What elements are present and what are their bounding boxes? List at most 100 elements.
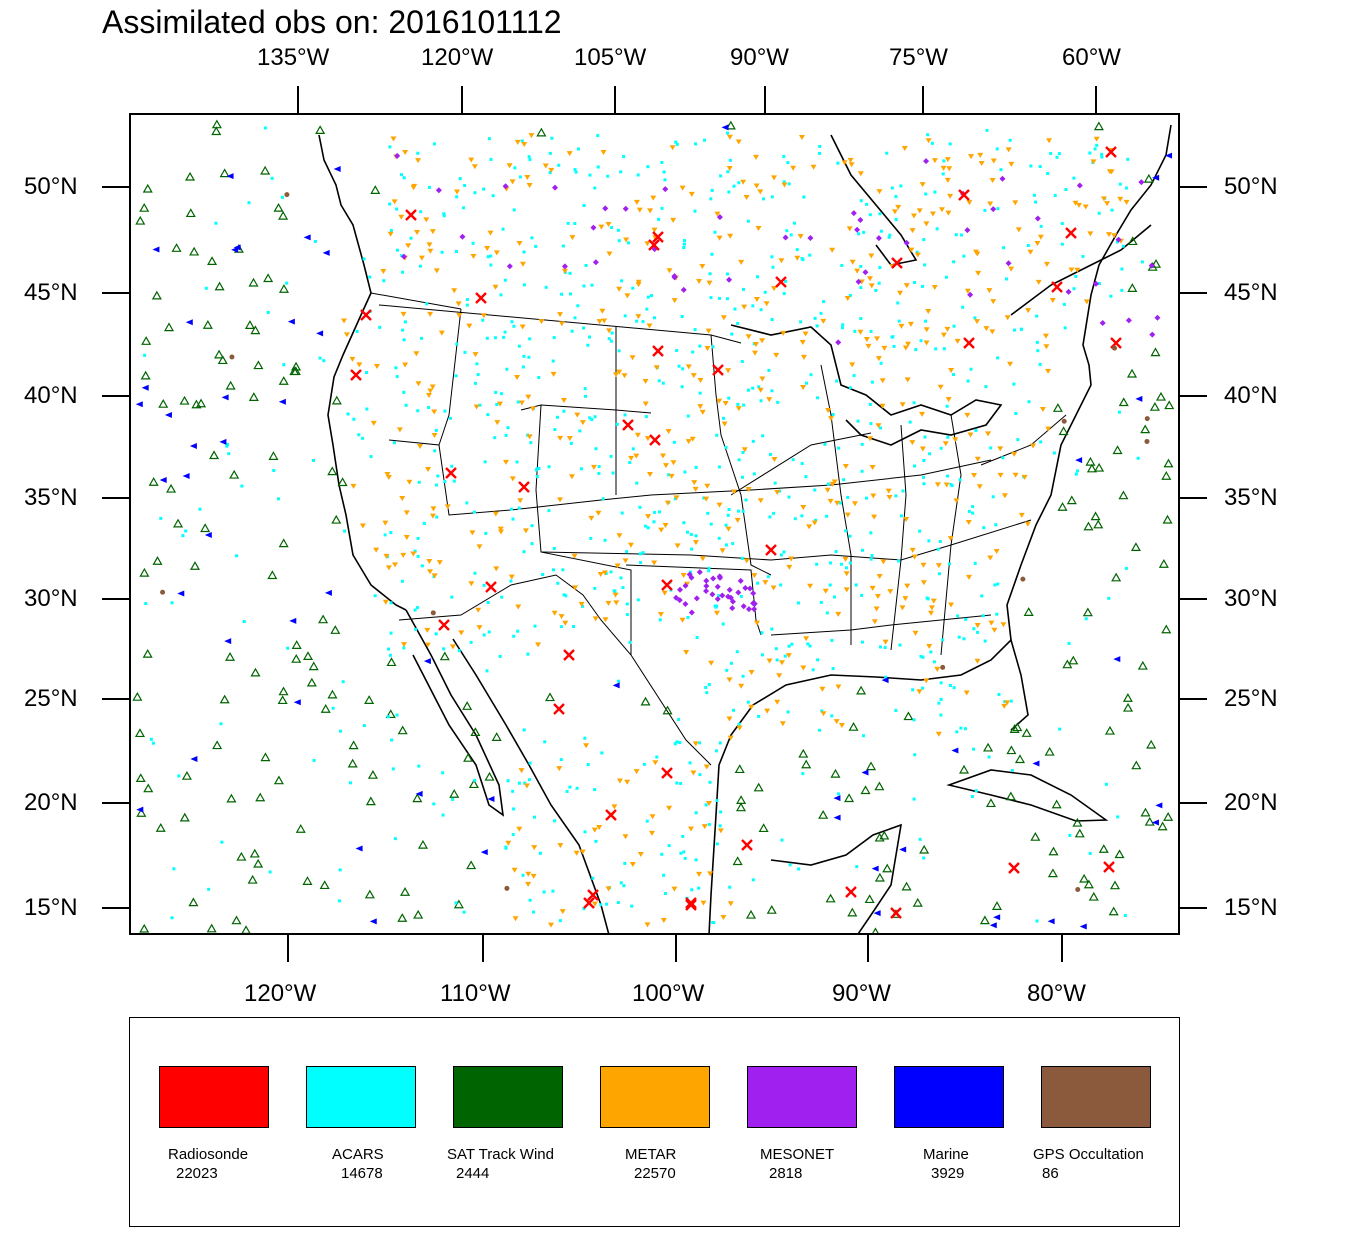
sat-track-wind-marker <box>732 856 743 866</box>
acars-marker <box>922 482 926 486</box>
acars-marker <box>432 142 436 146</box>
mesonet-marker <box>693 595 700 602</box>
acars-marker <box>663 178 667 182</box>
sat-track-wind-marker <box>1030 831 1041 841</box>
acars-marker <box>639 561 643 565</box>
metar-marker <box>822 588 829 594</box>
mesonet-marker <box>782 234 789 241</box>
acars-marker <box>673 742 677 746</box>
sat-track-wind-marker <box>903 711 914 721</box>
metar-marker <box>874 593 881 599</box>
legend-swatch-marine <box>894 1066 1004 1128</box>
metar-marker <box>492 511 499 517</box>
acars-marker <box>741 674 745 678</box>
acars-marker <box>630 904 634 908</box>
sat-track-wind-marker <box>278 538 289 548</box>
acars-marker <box>799 320 803 324</box>
acars-marker <box>220 840 224 844</box>
metar-marker <box>827 498 834 504</box>
marine-marker <box>185 319 193 326</box>
metar-marker <box>444 504 451 510</box>
acars-marker <box>1019 327 1023 331</box>
radiosonde-marker <box>685 899 697 911</box>
radiosonde-marker <box>648 239 660 251</box>
acars-marker <box>970 795 974 799</box>
sat-track-wind-marker <box>1052 403 1063 412</box>
metar-marker <box>425 467 432 473</box>
acars-marker <box>913 281 917 285</box>
metar-marker <box>898 323 905 329</box>
acars-marker <box>980 594 984 598</box>
metar-marker <box>424 642 431 648</box>
acars-marker <box>808 644 812 648</box>
sat-track-wind-marker <box>1131 760 1142 770</box>
acars-marker <box>644 415 648 419</box>
metar-marker <box>726 716 733 722</box>
acars-marker <box>1140 260 1144 264</box>
acars-marker <box>584 394 588 398</box>
sat-track-wind-marker <box>466 860 477 870</box>
metar-marker <box>975 270 982 276</box>
acars-marker <box>760 653 764 657</box>
mesonet-marker <box>592 259 599 266</box>
radiosonde-marker <box>1103 861 1115 873</box>
sat-track-wind-marker <box>1144 816 1155 826</box>
sat-track-wind-marker <box>1127 236 1138 246</box>
acars-marker <box>569 441 573 445</box>
acars-marker <box>441 771 445 775</box>
metar-marker <box>771 175 778 181</box>
metar-marker <box>721 421 728 427</box>
acars-marker <box>617 349 621 353</box>
metar-marker <box>557 435 564 441</box>
acars-marker <box>338 729 342 733</box>
acars-marker <box>674 140 678 144</box>
acars-marker <box>623 861 627 865</box>
sat-track-wind-marker <box>278 376 289 385</box>
acars-marker <box>939 446 943 450</box>
metar-marker <box>967 432 974 438</box>
metar-marker <box>451 288 458 294</box>
metar-marker <box>948 368 955 374</box>
sat-track-wind-marker <box>306 677 317 687</box>
acars-marker <box>797 867 801 871</box>
acars-marker <box>493 336 497 340</box>
acars-marker <box>596 134 600 138</box>
metar-marker <box>622 558 629 564</box>
acars-marker <box>801 772 805 776</box>
top-lon-label-120w: 120°W <box>421 44 494 71</box>
radiosonde-marker <box>475 292 487 304</box>
metar-marker <box>912 630 919 636</box>
mesonet-marker <box>725 593 732 600</box>
metar-marker <box>965 520 972 526</box>
acars-marker <box>572 625 576 629</box>
sat-track-wind-marker <box>255 792 266 802</box>
acars-marker <box>854 583 858 587</box>
metar-marker <box>525 871 532 877</box>
acars-marker <box>993 583 997 587</box>
acars-marker <box>652 520 656 524</box>
sat-track-wind-marker <box>1083 521 1094 531</box>
metar-marker <box>741 304 748 310</box>
acars-marker <box>170 601 174 605</box>
gps-occultation-marker <box>1144 438 1150 444</box>
acars-marker <box>742 403 746 407</box>
acars-marker <box>667 473 671 477</box>
sat-track-wind-marker <box>1150 258 1162 268</box>
acars-marker <box>944 275 948 279</box>
acars-marker <box>393 837 397 841</box>
acars-marker <box>715 842 719 846</box>
marine-marker <box>881 677 889 684</box>
metar-marker <box>997 446 1004 452</box>
acars-marker <box>473 191 477 195</box>
acars-marker <box>996 582 1000 586</box>
sat-track-wind-marker <box>1047 868 1058 878</box>
metar-marker <box>1105 232 1112 238</box>
acars-marker <box>582 907 586 911</box>
acars-marker <box>1120 267 1124 271</box>
metar-marker <box>726 166 733 172</box>
acars-marker <box>868 213 872 217</box>
metar-marker <box>471 164 478 170</box>
acars-marker <box>939 713 943 717</box>
acars-marker <box>1001 456 1005 460</box>
metar-marker <box>766 397 773 403</box>
